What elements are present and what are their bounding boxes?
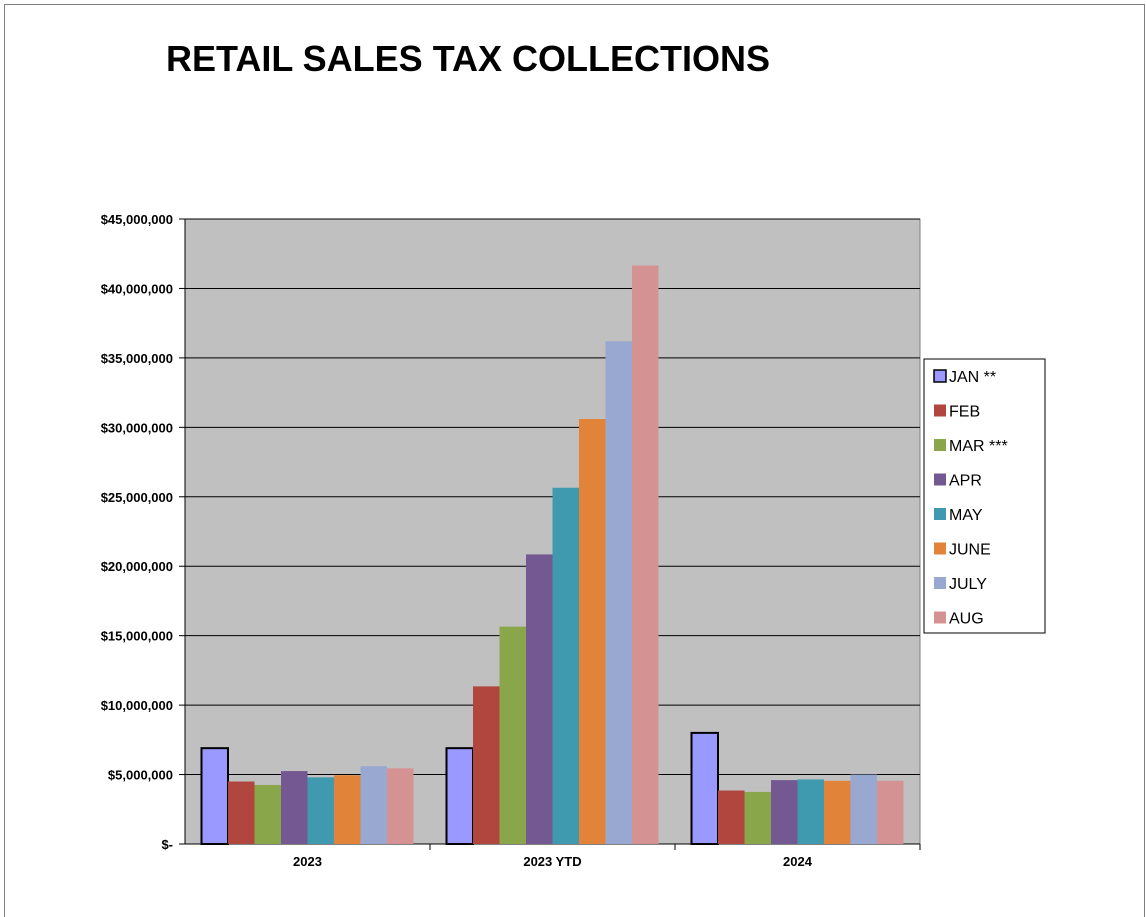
x-tick-label: 2023 xyxy=(293,854,322,869)
legend-swatch xyxy=(933,369,947,383)
bar xyxy=(228,781,255,844)
y-tick-label: $15,000,000 xyxy=(101,629,173,644)
y-tick-label: $- xyxy=(161,837,173,852)
legend-swatch xyxy=(934,577,946,589)
legend-label: JAN ** xyxy=(949,369,996,386)
bar xyxy=(824,780,851,844)
bar xyxy=(526,554,553,844)
legend-label: FEB xyxy=(949,404,980,421)
legend-label: MAY xyxy=(949,507,983,524)
bar xyxy=(334,775,361,844)
legend-swatch xyxy=(934,611,946,624)
chart-frame xyxy=(4,4,1145,917)
bar xyxy=(718,790,745,844)
y-tick-label: $30,000,000 xyxy=(101,420,173,435)
legend-swatch xyxy=(934,473,946,486)
bar xyxy=(387,768,414,844)
y-tick-label: $20,000,000 xyxy=(101,559,173,574)
bar xyxy=(473,686,500,844)
legend-label: JUNE xyxy=(949,542,991,559)
y-tick-label: $10,000,000 xyxy=(101,698,173,713)
bar xyxy=(552,487,579,844)
bar xyxy=(690,731,719,846)
bar xyxy=(797,779,824,844)
bar xyxy=(281,771,308,844)
bar xyxy=(632,265,659,844)
y-tick-label: $5,000,000 xyxy=(108,768,173,783)
legend-swatch xyxy=(934,542,946,555)
y-tick-label: $40,000,000 xyxy=(101,281,173,296)
bar xyxy=(360,766,387,844)
legend-swatch xyxy=(934,508,946,520)
legend-swatch xyxy=(934,439,946,451)
bar xyxy=(307,777,334,844)
legend-label: APR xyxy=(949,473,982,490)
legend-swatch xyxy=(934,404,946,417)
y-tick-label: $35,000,000 xyxy=(101,351,173,366)
bar xyxy=(445,747,474,846)
legend-label: JULY xyxy=(949,576,987,593)
bar xyxy=(744,791,771,844)
chart-title: RETAIL SALES TAX COLLECTIONS xyxy=(166,38,771,79)
x-tick-label: 2023 YTD xyxy=(523,854,581,869)
y-tick-label: $45,000,000 xyxy=(101,212,173,227)
bar xyxy=(605,341,632,844)
legend-label: AUG xyxy=(949,611,984,628)
x-tick-label: 2024 xyxy=(783,854,813,869)
bar xyxy=(200,747,229,846)
bar xyxy=(771,780,798,844)
bar xyxy=(499,626,526,844)
bar xyxy=(850,774,877,844)
bar xyxy=(254,784,281,844)
bar xyxy=(579,419,606,844)
bar xyxy=(877,780,904,844)
legend-label: MAR *** xyxy=(949,438,1008,455)
y-tick-label: $25,000,000 xyxy=(101,490,173,505)
